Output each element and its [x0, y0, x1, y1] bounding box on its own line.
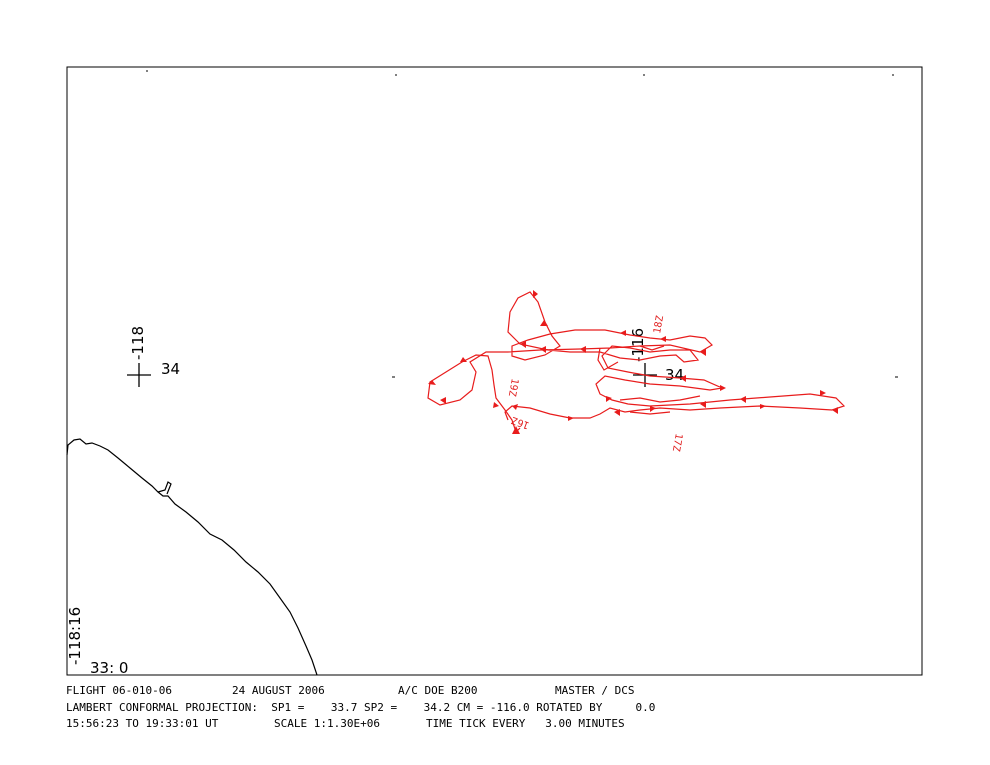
time-label: 16Z	[510, 414, 531, 431]
grid-crosses	[127, 363, 657, 387]
footer-date: 24 AUGUST 2006	[232, 684, 325, 697]
time-label: 17Z	[670, 432, 684, 452]
grid-lat-label: 34	[161, 360, 180, 378]
time-label: 19Z	[506, 377, 520, 397]
corner-lon-label: -118:16	[66, 607, 84, 665]
flight-track	[427, 291, 846, 433]
footer-flight: FLIGHT 06-010-06	[66, 684, 172, 697]
time-label: 18Z	[652, 315, 666, 335]
footer-time-tick: TIME TICK EVERY 3.00 MINUTES	[426, 717, 625, 730]
footer-time-range: 15:56:23 TO 19:33:01 UT	[66, 717, 219, 730]
frame-ticks	[146, 70, 898, 378]
grid-lat-label: 34	[665, 366, 684, 384]
footer-scale: SCALE 1:1.30E+06	[274, 717, 380, 730]
corner-lat-label: 33: 0	[90, 659, 128, 677]
grid-lon-label: -116	[629, 328, 647, 362]
grid-lon-label: -118	[129, 326, 147, 360]
coastline	[66, 438, 318, 676]
time-ticks	[428, 290, 838, 434]
map-frame	[66, 66, 923, 676]
footer-source: MASTER / DCS	[555, 684, 634, 697]
footer-aircraft: A/C DOE B200	[398, 684, 477, 697]
footer-projection: LAMBERT CONFORMAL PROJECTION: SP1 = 33.7…	[66, 701, 655, 714]
